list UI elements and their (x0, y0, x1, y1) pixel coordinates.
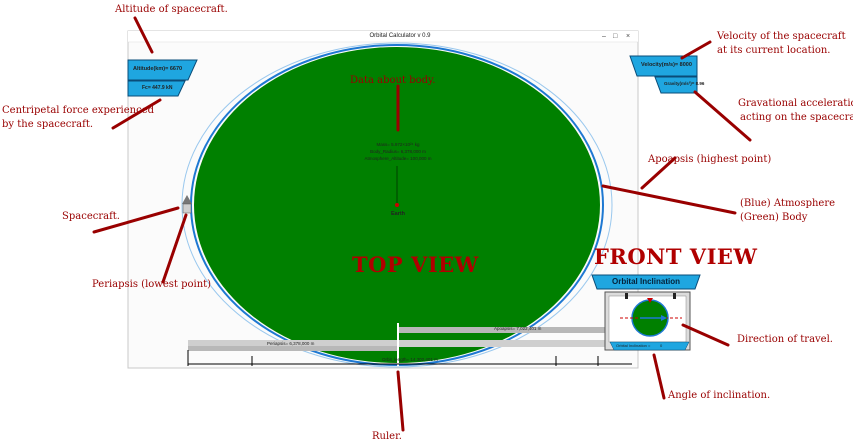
leader-angle (652, 353, 666, 400)
leader-ruler (396, 370, 405, 432)
orbit-ring (181, 42, 613, 368)
inclination-header-text: Orbital Inclination (611, 277, 680, 286)
ann-centripetal-1: Centripetal force experienced (2, 105, 155, 116)
front-view-label: FRONT VIEW (594, 244, 758, 269)
ann-atmosphere-2: (Green) Body (740, 212, 808, 223)
ann-apoapsis: Apoapsis (highest point) (648, 154, 772, 165)
ann-angle: Angle of inclination. (668, 390, 771, 401)
apoapsis-bar (398, 327, 628, 333)
periapsis-readout: Periapsis= 6,378,000 m (267, 341, 315, 346)
inclination-footer (609, 341, 690, 351)
periapsis-bar (188, 346, 398, 351)
altitude-panel (127, 59, 198, 81)
body-mass: Mass= 5.972×10²⁴ kg (376, 142, 420, 147)
ann-periapsis: Periapsis (lowest point) (92, 279, 212, 290)
spacecraft (182, 195, 192, 214)
inclination-marker (647, 298, 653, 303)
altitude-readout: Altitude(km)= 6670 (133, 66, 183, 72)
minimize-button[interactable]: – (602, 33, 606, 40)
ann-ruler: Ruler. (372, 431, 402, 442)
velocity-readout: Velocity(m/s)= 8000 (641, 62, 692, 68)
orbit-length-readout: Orbit_length= 14,302,401 m (382, 357, 438, 362)
body-name: Earth (390, 211, 406, 217)
force-panel (127, 80, 186, 97)
ann-gravity-2: acting on the spacecraft. (740, 112, 853, 123)
inclination-header (591, 274, 701, 290)
velocity-panel (629, 55, 698, 77)
leader-direction (681, 323, 730, 347)
maximize-button[interactable]: □ (613, 33, 618, 40)
inclination-value[interactable]: 0 (660, 343, 663, 348)
leader-velocity (680, 40, 712, 60)
leader-periapsis (161, 213, 188, 284)
ann-velocity-2: at its current location. (717, 45, 831, 56)
inclination-slider-right (673, 293, 676, 299)
leader-apoapsis (640, 156, 677, 190)
gravity-readout: Gravity(m/s²)= 8.96 (664, 81, 705, 86)
close-button[interactable]: × (626, 33, 631, 40)
ruler-bg (188, 340, 630, 347)
leader-spacecraft (92, 206, 180, 234)
leader-atmosphere (601, 184, 737, 215)
inclination-slider-left (625, 293, 628, 299)
ann-atmosphere-1: (Blue) Atmosphere (740, 198, 836, 209)
body-atmosphere: Atmosphere_Altitude= 100,000 m (364, 156, 432, 161)
ann-direction: Direction of travel. (737, 334, 833, 345)
apoapsis-readout: Apoapsis= 7,022,401 m (494, 326, 542, 331)
ann-gravity-1: Gravational acceleration (738, 98, 853, 109)
leader-altitude (133, 16, 154, 54)
ann-data-body: Data about body. (350, 75, 436, 86)
inclination-footer-text: Orbital Inclination = (616, 343, 651, 348)
ann-centripetal-2: by the spacecraft. (2, 119, 94, 130)
top-view-label: TOP VIEW (352, 252, 479, 277)
title-bar (128, 31, 638, 42)
force-readout: Fc= 447.9 kN (142, 85, 173, 91)
body-radius: Body_Radius= 6,378,000 m (370, 149, 426, 154)
leader-gravity (693, 90, 752, 142)
ann-spacecraft: Spacecraft. (62, 211, 120, 222)
earth-center-dot (395, 203, 399, 207)
ann-velocity-1: Velocity of the spacecraft (717, 31, 846, 42)
window-title: Orbital Calculator v 0.9 (369, 33, 431, 39)
travel-arrow-head (661, 315, 667, 321)
ann-altitude: Altitude of spacecraft. (115, 4, 228, 15)
leader-centripetal (111, 98, 162, 130)
